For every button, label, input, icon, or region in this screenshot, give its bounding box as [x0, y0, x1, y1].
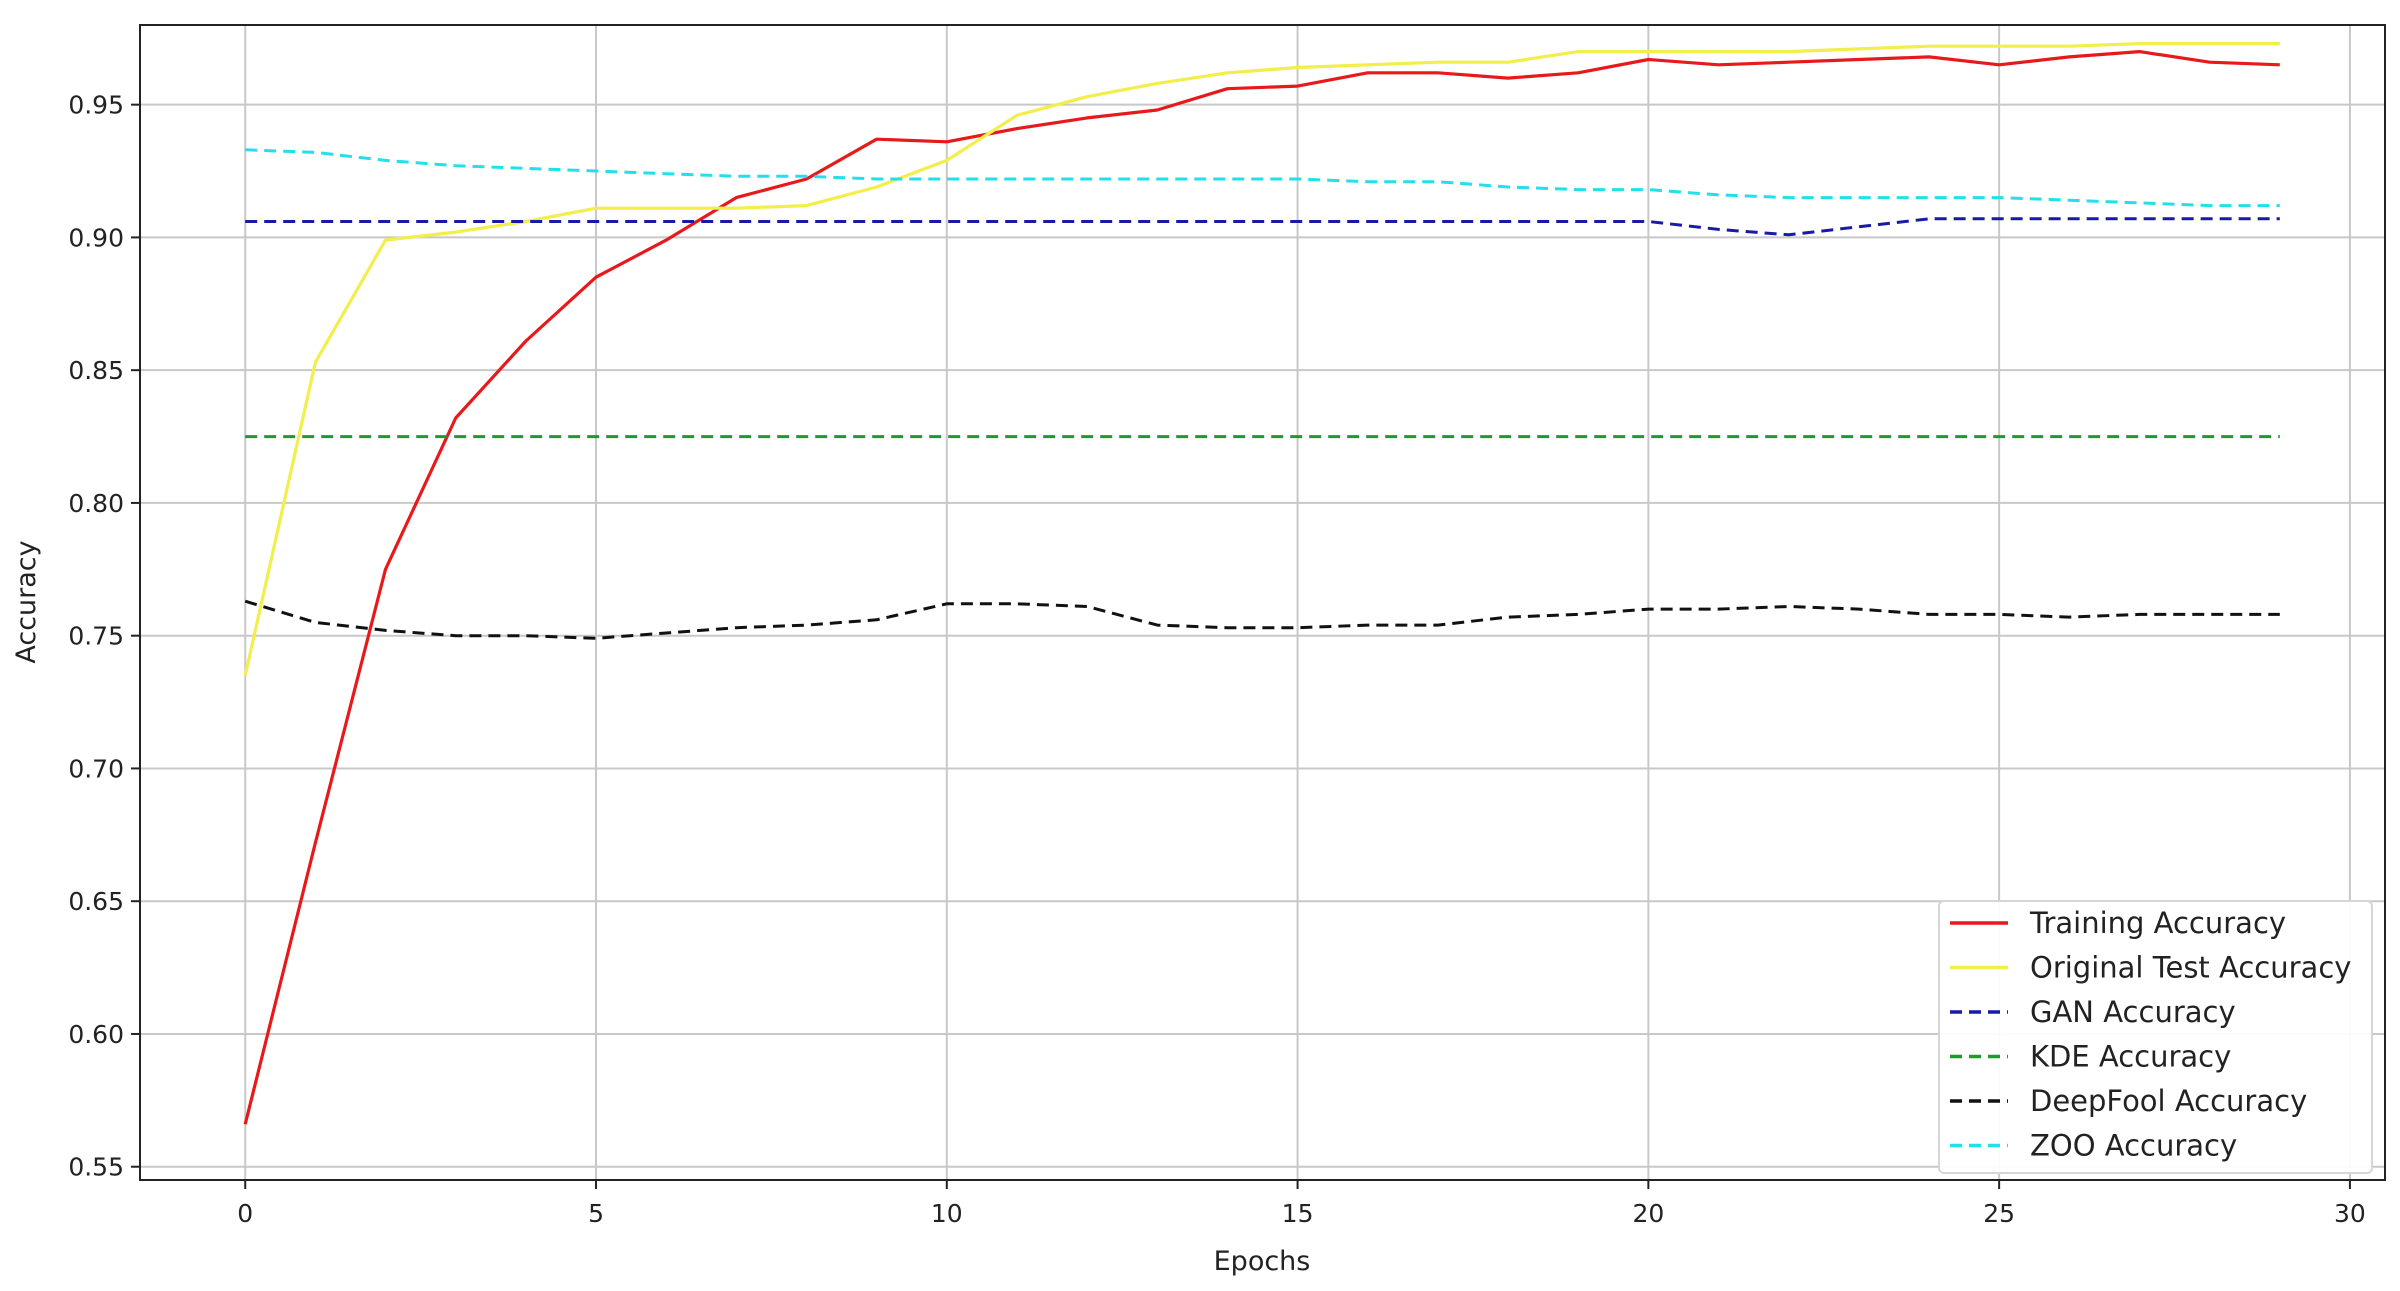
y-tick-label: 0.60 — [68, 1020, 124, 1049]
series-line-gan-accuracy — [245, 217, 2280, 237]
y-tick-label: 0.70 — [68, 754, 124, 783]
y-axis-label: Accuracy — [11, 540, 42, 663]
legend-label: GAN Accuracy — [2030, 995, 2236, 1029]
x-tick-label: 20 — [1632, 1199, 1664, 1228]
legend-label: Original Test Accuracy — [2030, 951, 2351, 985]
legend-label: Training Accuracy — [2029, 906, 2286, 940]
series-line-zoo-accuracy — [245, 148, 2280, 208]
legend-label: ZOO Accuracy — [2030, 1129, 2237, 1163]
plot-frame — [139, 24, 2386, 1181]
y-tick-label: 0.90 — [68, 223, 124, 252]
x-tick-label: 15 — [1282, 1199, 1314, 1228]
series-line-original-test-accuracy — [243, 41, 2280, 676]
series-line-training-accuracy — [243, 49, 2280, 1125]
x-tick-label: 25 — [1983, 1199, 2015, 1228]
x-tick-label: 10 — [931, 1199, 963, 1228]
y-tick-label: 0.80 — [68, 489, 124, 518]
series-line-deepfool-accuracy — [244, 599, 2280, 640]
axis-ticks: 0 5 10 15 20 25 30 0.55 0.60 0.65 0.70 0.75 0.80 0.85… — [68, 91, 2366, 1228]
y-tick-label: 0.55 — [68, 1153, 124, 1182]
legend-label: KDE Accuracy — [2030, 1040, 2231, 1074]
x-tick-label: 5 — [588, 1199, 604, 1228]
y-tick-label: 0.75 — [68, 622, 124, 651]
x-axis-label: Epochs — [1214, 1246, 1311, 1277]
legend-box — [1938, 900, 2373, 1174]
legend-label: DeepFool Accuracy — [2030, 1084, 2307, 1118]
legend: Training Accuracy Original Test Accuracy G… — [1938, 900, 2373, 1174]
y-tick-label: 0.85 — [68, 356, 124, 385]
x-tick-label: 0 — [237, 1199, 253, 1228]
series-lines — [243, 41, 2280, 1125]
y-tick-label: 0.95 — [68, 91, 124, 120]
y-tick-label: 0.65 — [68, 887, 124, 916]
x-tick-label: 30 — [2334, 1199, 2366, 1228]
